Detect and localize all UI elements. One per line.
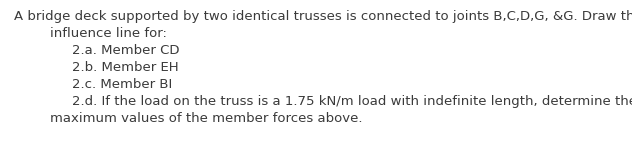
Text: A bridge deck supported by two identical trusses is connected to joints B,C,D,G,: A bridge deck supported by two identical… [14,10,632,23]
Text: 2.d. If the load on the truss is a 1.75 kN/m load with indefinite length, determ: 2.d. If the load on the truss is a 1.75 … [72,95,632,108]
Text: 2.b. Member EH: 2.b. Member EH [72,61,179,74]
Text: maximum values of the member forces above.: maximum values of the member forces abov… [50,112,363,125]
Text: 2.c. Member BI: 2.c. Member BI [72,78,173,91]
Text: 2.a. Member CD: 2.a. Member CD [72,44,179,57]
Text: influence line for:: influence line for: [50,27,167,40]
